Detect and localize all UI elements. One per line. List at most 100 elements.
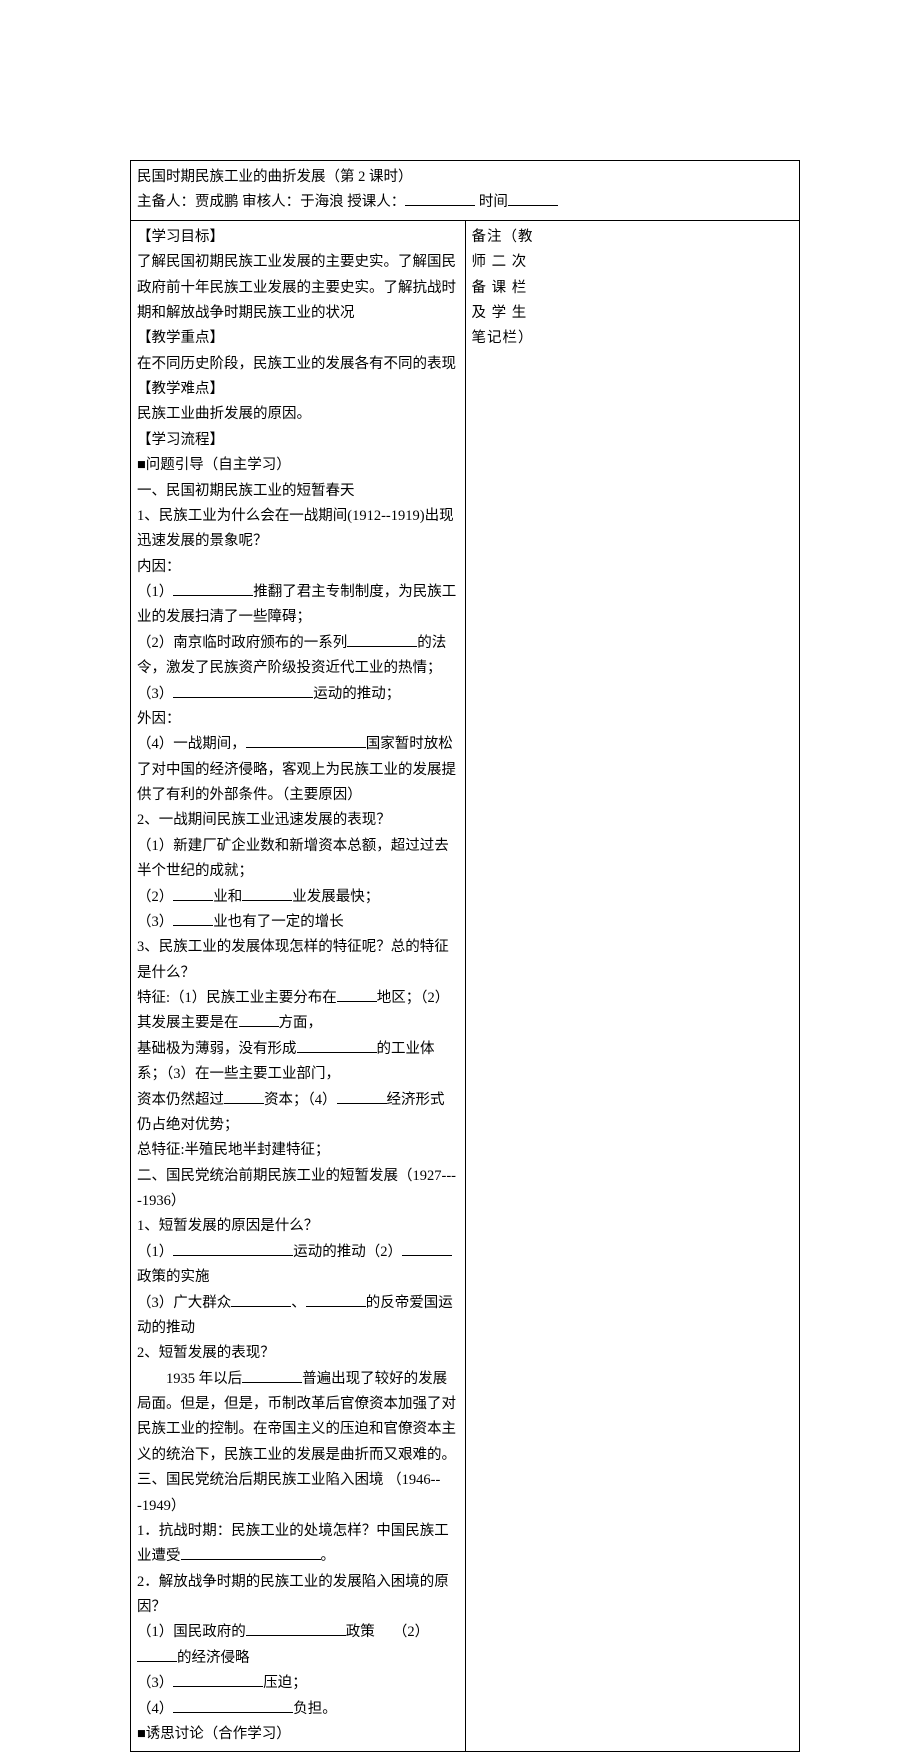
s1-q3-l3a: 资本仍然超过 (137, 1092, 224, 1108)
blank-s1q2-2b[interactable] (242, 885, 292, 901)
blank-s3q1[interactable] (181, 1545, 321, 1561)
s1-external-heading: 外因： (137, 707, 459, 732)
blank-s3q2-3[interactable] (173, 1672, 263, 1688)
blank-s2q1-1b[interactable] (402, 1240, 452, 1256)
blank-s3q2-1[interactable] (246, 1621, 346, 1637)
note-column-text: 备注（教 师 二 次 备 课 栏 及 学 生 笔记栏） (472, 225, 794, 352)
s2-q1-item1: （1） 运动的推动（2） 政策的实施 (137, 1240, 459, 1291)
header-cell: 民国时期民族工业的曲折发展（第 2 课时） 主备人：贾成鹏 审核人：于海浪 授课… (131, 161, 800, 221)
flow-sub: ■问题引导（自主学习） (137, 453, 459, 478)
s1-question3: 3、民族工业的发展体现怎样的特征呢？总的特征是什么？ (137, 935, 459, 986)
s1-internal-1: （1）推翻了君主专制制度，为民族工业的发展扫清了一些障碍； (137, 580, 459, 631)
s2-q1-1b: 运动的推动（2） (293, 1244, 402, 1260)
s3-q2-1a: （1）国民政府的 (137, 1624, 246, 1640)
s1-in-3a: （3） (137, 686, 173, 702)
s3-q2-2a: （2） (393, 1624, 429, 1640)
difficulty-text: 民族工业曲折发展的原因。 (137, 402, 459, 427)
s2-q1-2b: 、 (291, 1295, 306, 1311)
note-l1: 备注（教 (472, 225, 794, 250)
s3-q2-4a: （4） (137, 1701, 173, 1717)
s3-q2-3b: 压迫； (263, 1675, 307, 1691)
blank-s1-1[interactable] (173, 581, 253, 597)
s1-in-2a: （2）南京临时政府颁布的一系列 (137, 635, 347, 651)
s1-q2-3a: （3） (137, 914, 173, 930)
s1-q2-2a: （2） (137, 889, 173, 905)
blank-s1-4[interactable] (246, 733, 366, 749)
lecturer-blank[interactable] (405, 191, 475, 207)
lesson-title: 民国时期民族工业的曲折发展（第 2 课时） (137, 165, 793, 190)
s3-q2-row1: （1）国民政府的 政策 （2） 的经济侵略 (137, 1620, 459, 1671)
s3-q2-row2: （3） 压迫； （4） 负担。 (137, 1671, 459, 1722)
flow-heading: 【学习流程】 (137, 428, 459, 453)
s1-q3-line2: 基础极为薄弱，没有形成的工业体系；（3）在一些主要工业部门， (137, 1037, 459, 1088)
s1-q3-line1: 特征:（1）民族工业主要分布在地区；（2）其发展主要是在方面， (137, 986, 459, 1037)
time-blank[interactable] (508, 191, 558, 207)
s1-q3-l2a: 基础极为薄弱，没有形成 (137, 1041, 297, 1057)
page: 民国时期民族工业的曲折发展（第 2 课时） 主备人：贾成鹏 审核人：于海浪 授课… (0, 0, 920, 1302)
authors-line: 主备人：贾成鹏 审核人：于海浪 授课人： 时间 (137, 190, 793, 215)
s3-question2: 2．解放战争时期的民族工业的发展陷入困境的原因？ (137, 1570, 459, 1621)
focus-heading: 【教学重点】 (137, 326, 459, 351)
s1-q3-l3b: 资本；（4） (264, 1092, 337, 1108)
blank-s2q1-2a[interactable] (231, 1291, 291, 1307)
blank-s1-3[interactable] (173, 682, 313, 698)
s3-question1: 1．抗战时期：民族工业的处境怎样？中国民族工业遭受。 (137, 1519, 459, 1570)
note-l5: 笔记栏） (472, 326, 794, 351)
s2-q2-paragraph: 1935 年以后普遍出现了较好的发展局面。但是，但是，币制改革后官僚资本加强了对… (137, 1367, 459, 1469)
blank-s3q2-4[interactable] (173, 1697, 293, 1713)
authors-prefix: 主备人：贾成鹏 审核人：于海浪 授课人： (137, 194, 405, 210)
s1-q2-item1: （1）新建厂矿企业数和新增资本总额，超过过去半个世纪的成就； (137, 834, 459, 885)
s1-in-1a: （1） (137, 584, 173, 600)
s3-q2-4b: 负担。 (293, 1701, 337, 1717)
blank-s3q2-2[interactable] (137, 1646, 177, 1662)
s2-q1-2a: （3）广大群众 (137, 1295, 231, 1311)
goal-heading: 【学习目标】 (137, 225, 459, 250)
goal-text: 了解民国初期民族工业发展的主要史实。了解国民政府前十年民族工业发展的主要史实。了… (137, 250, 459, 326)
blank-s1q3-3b[interactable] (337, 1088, 387, 1104)
s2-q2-pa: 1935 年以后 (166, 1371, 242, 1387)
s1-q2-item2: （2） 业和 业发展最快； (137, 885, 459, 910)
focus-text: 在不同历史阶段，民族工业的发展各有不同的表现 (137, 352, 459, 377)
blank-s1q3-1b[interactable] (239, 1012, 279, 1028)
time-label: 时间 (479, 194, 508, 210)
s1-q3-l1a: 特征:（1）民族工业主要分布在 (137, 990, 337, 1006)
s3-q2-2b: 的经济侵略 (177, 1650, 250, 1666)
blank-s1q2-2a[interactable] (173, 885, 213, 901)
s2-q1-1c: 政策的实施 (137, 1269, 210, 1285)
difficulty-heading: 【教学难点】 (137, 377, 459, 402)
s1-q3-line3: 资本仍然超过资本；（4）经济形式仍占绝对优势； (137, 1088, 459, 1139)
s2-question1: 1、短暂发展的原因是什么？ (137, 1214, 459, 1239)
s1-question2: 2、一战期间民族工业迅速发展的表现？ (137, 808, 459, 833)
blank-s2q1-1a[interactable] (173, 1240, 293, 1256)
blank-s1q3-1a[interactable] (337, 987, 377, 1003)
s1-internal-heading: 内因： (137, 555, 459, 580)
s1-q3-summary: 总特征:半殖民地半封建特征； (137, 1138, 459, 1163)
s3-q1b: 。 (321, 1548, 336, 1564)
blank-s1q3-2[interactable] (297, 1037, 377, 1053)
blank-s1q2-3[interactable] (173, 910, 213, 926)
section3-heading: 三、国民党统治后期民族工业陷入困境 （1946---1949） (137, 1468, 459, 1519)
section1-heading: 一、民国初期民族工业的短暂春天 (137, 479, 459, 504)
s1-in-3b: 运动的推动； (313, 686, 400, 702)
blank-s2q2[interactable] (242, 1367, 302, 1383)
s3-q2-1b: 政策 (346, 1624, 375, 1640)
s1-q2-item3: （3） 业也有了一定的增长 (137, 910, 459, 935)
blank-s1q3-3a[interactable] (224, 1088, 264, 1104)
s1-q2-3b: 业也有了一定的增长 (213, 914, 344, 930)
footer-sub: ■诱思讨论（合作学习） (137, 1722, 459, 1747)
s1-q2-2c: 业发展最快； (292, 889, 379, 905)
note-cell: 备注（教 师 二 次 备 课 栏 及 学 生 笔记栏） (465, 220, 800, 1752)
s1-q2-2b: 业和 (213, 889, 242, 905)
s1-q3-l1c: 方面， (279, 1015, 323, 1031)
blank-s1-2[interactable] (347, 631, 417, 647)
blank-s2q1-2b[interactable] (306, 1291, 366, 1307)
worksheet-table: 民国时期民族工业的曲折发展（第 2 课时） 主备人：贾成鹏 审核人：于海浪 授课… (130, 160, 800, 1752)
s3-q2-3a: （3） (137, 1675, 173, 1691)
s1-out-4a: （4）一战期间， (137, 736, 246, 752)
note-l4: 及 学 生 (472, 301, 794, 326)
s2-q1-1a: （1） (137, 1244, 173, 1260)
body-row: 【学习目标】 了解民国初期民族工业发展的主要史实。了解国民政府前十年民族工业发展… (131, 220, 800, 1752)
s1-external-4: （4）一战期间，国家暂时放松了对中国的经济侵略，客观上为民族工业的发展提供了有利… (137, 732, 459, 808)
header-row: 民国时期民族工业的曲折发展（第 2 课时） 主备人：贾成鹏 审核人：于海浪 授课… (131, 161, 800, 221)
section2-heading: 二、国民党统治前期民族工业的短暂发展（1927----1936） (137, 1164, 459, 1215)
